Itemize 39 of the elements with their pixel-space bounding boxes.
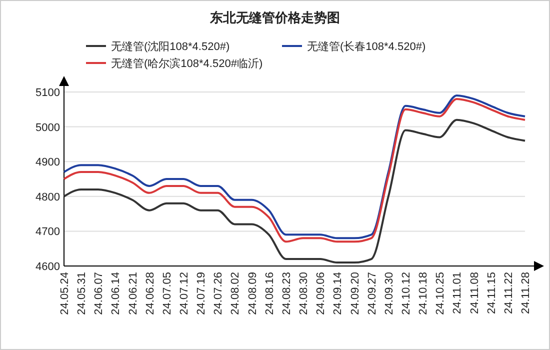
legend-label: 无缝管(长春108*4.520#) [307,40,426,53]
x-tick-label: 24.08.09 [246,272,259,315]
x-tick-label: 24.08.23 [280,272,293,315]
y-tick-label: 4700 [36,226,60,238]
y-tick-label: 5000 [36,122,60,134]
x-tick-label: 24.05.31 [76,272,88,315]
x-tick-label: 24.11.15 [486,272,498,314]
line-series [63,118,526,264]
x-tick-label: 24.09.30 [383,272,396,315]
x-tick-label: 24.05.24 [59,272,71,315]
y-tick-label: 4600 [36,261,60,273]
x-tick-label: 24.08.02 [230,272,242,315]
x-tick-label: 24.07.12 [178,272,191,315]
x-tick-label: 24.06.21 [127,272,140,315]
x-tick-label: 24.11.22 [502,272,515,314]
x-tick-label: 24.10.12 [400,272,412,315]
x-tick-label: 24.07.19 [196,272,208,315]
x-tick-label: 24.07.05 [161,272,174,315]
y-tick-label: 5100 [36,87,60,99]
legend-label: 无缝管(沈阳108*4.520#) [111,40,230,53]
x-tick-label: 24.10.18 [418,272,430,315]
x-tick-label: 24.09.27 [366,272,378,315]
x-tick-label: 24.09.14 [332,272,344,315]
x-tick-label: 24.09.20 [349,272,362,315]
x-tick-label: 24.08.16 [264,272,276,315]
x-tick-label: 24.09.06 [315,272,328,315]
x-tick-label: 24.10.25 [434,272,447,315]
x-tick-label: 24.06.07 [93,272,106,315]
x-tick-label: 24.08.30 [298,272,310,315]
y-tick-label: 4800 [36,191,60,204]
x-tick-label: 24.06.28 [144,272,156,315]
chart-title: 东北无缝管价格走势图 [209,10,340,25]
x-tick-label: 24.11.28 [520,272,532,314]
legend-label: 无缝管(哈尔滨108*4.520#临沂) [111,57,263,70]
x-tick-label: 24.11.01 [452,272,464,314]
y-tick-label: 4900 [36,156,60,169]
x-tick-label: 24.11.08 [468,272,481,314]
x-tick-label: 24.07.26 [212,272,225,315]
x-tick-label: 24.06.14 [110,272,122,315]
